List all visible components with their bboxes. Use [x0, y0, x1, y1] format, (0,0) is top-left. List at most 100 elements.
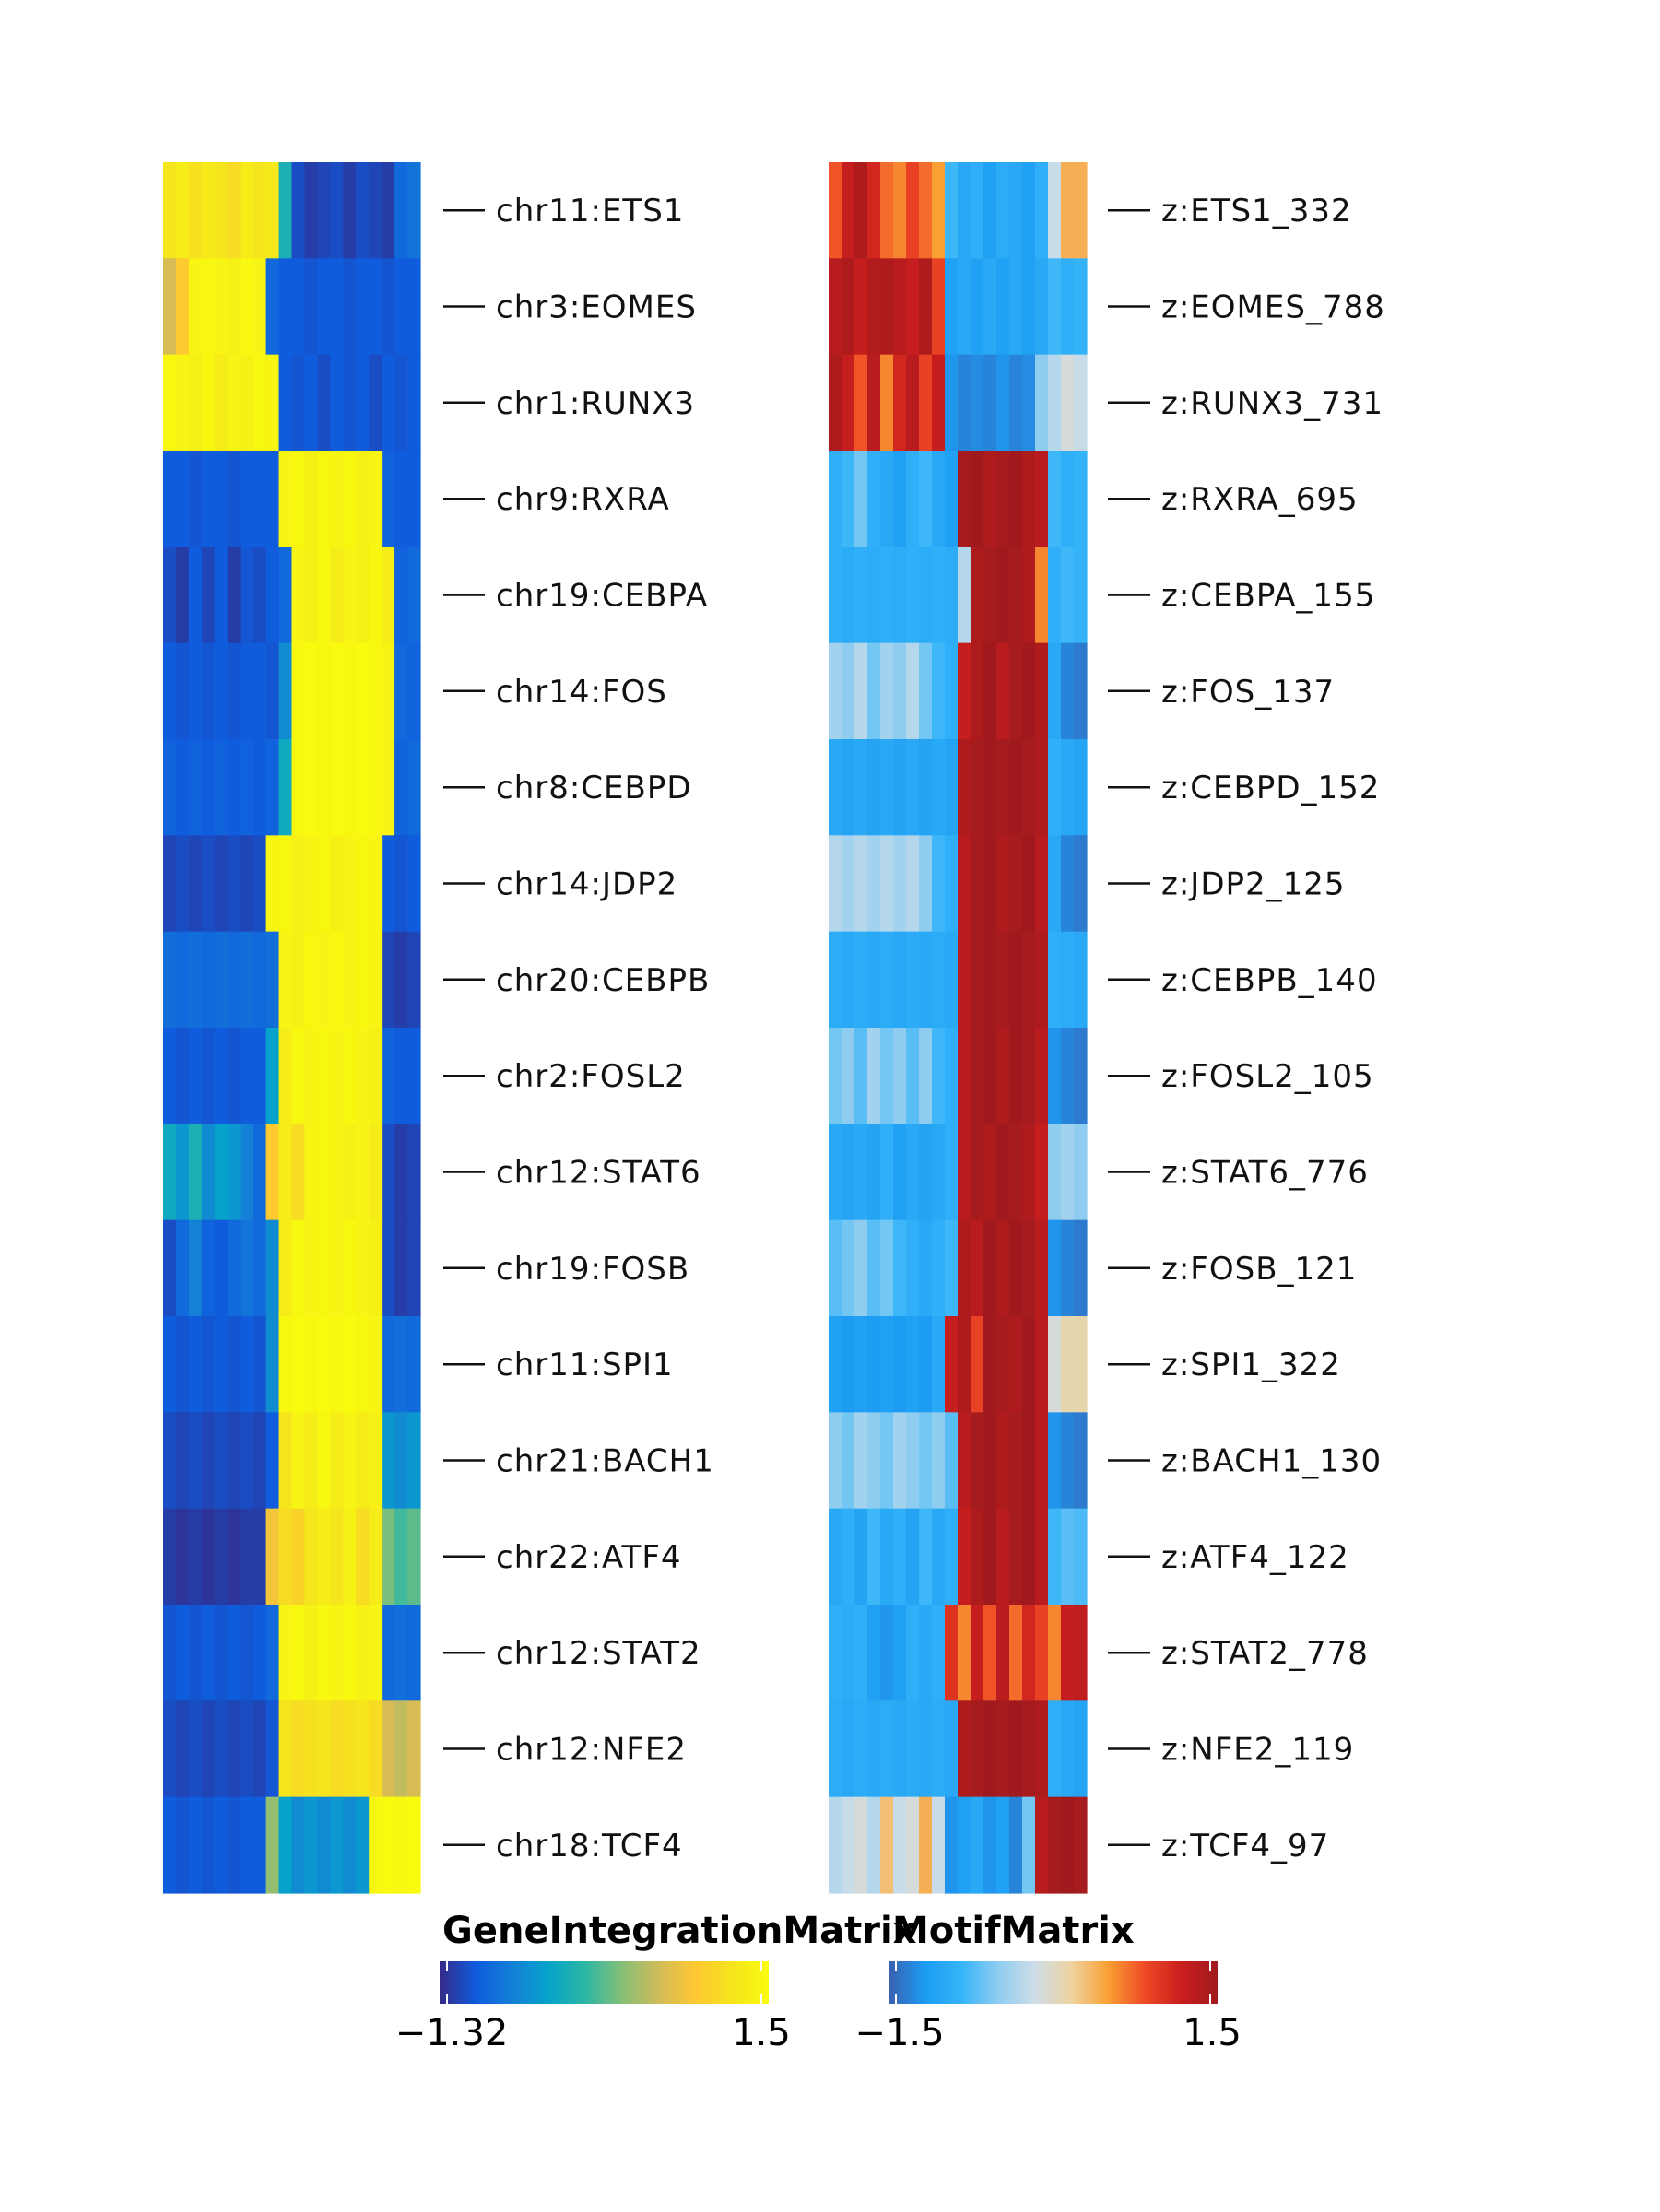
gene-integration-cell: [240, 1508, 254, 1606]
motif-row-label: z:EOMES_788: [1161, 289, 1385, 326]
motif-cell: [880, 258, 894, 356]
motif-cell: [958, 258, 971, 356]
motif-cell: [867, 1796, 881, 1894]
motif-cell: [1035, 1028, 1049, 1124]
motif-cell: [919, 1605, 933, 1701]
gene-integration-cell: [317, 451, 331, 547]
motif-cell: [854, 1605, 868, 1701]
gene-integration-cell: [265, 1412, 280, 1510]
motif-cell: [958, 162, 971, 259]
gene-integration-cell: [201, 1605, 216, 1701]
gene-integration-cell: [265, 835, 280, 933]
gene-integration-cell: [382, 1796, 395, 1894]
motif-cell: [842, 1700, 855, 1798]
gene-integration-cell: [214, 1412, 229, 1510]
gene-integration-cell: [291, 1412, 306, 1510]
motif-row-label: z:NFE2_119: [1161, 1732, 1354, 1769]
motif-cell: [1022, 835, 1036, 933]
motif-cell: [829, 1124, 842, 1221]
gene-integration-cell: [291, 1316, 306, 1413]
gene-integration-cell: [330, 835, 344, 933]
gene-integration-cell: [394, 835, 408, 933]
gene-integration-cell: [304, 162, 318, 259]
gene-integration-cell: [343, 354, 357, 452]
motif-cell: [1022, 642, 1036, 740]
motif-cell: [932, 1124, 946, 1221]
motif-cell: [1074, 162, 1088, 259]
motif-cell: [1048, 1796, 1062, 1894]
motif-cell: [906, 835, 920, 933]
gene-integration-cell: [291, 739, 306, 836]
motif-cell: [958, 1316, 971, 1413]
gene-integration-cell: [265, 354, 280, 452]
motif-cell: [867, 1508, 881, 1606]
gene-integration-row-label: chr14:JDP2: [496, 866, 677, 903]
motif-cell: [945, 1412, 959, 1510]
gene-integration-cell: [214, 1028, 229, 1124]
gene-integration-cell: [382, 835, 395, 933]
gene-integration-cell: [343, 1796, 357, 1894]
gene-integration-cell: [227, 1508, 241, 1606]
motif-cell: [1009, 835, 1023, 933]
gene-integration-cell: [227, 354, 241, 452]
motif-cell: [945, 1028, 959, 1124]
motif-cell: [829, 642, 842, 740]
motif-cell: [1048, 451, 1062, 547]
motif-cell: [983, 258, 997, 356]
motif-row-label: z:SPI1_322: [1161, 1347, 1341, 1383]
motif-cell: [1074, 1124, 1088, 1221]
motif-cell: [842, 354, 855, 452]
gene-integration-cell: [407, 739, 421, 836]
motif-cell: [1074, 1508, 1088, 1606]
gene-integration-cell: [291, 1796, 306, 1894]
motif-cell: [996, 1412, 1010, 1510]
motif-cell: [1022, 1796, 1036, 1894]
gene-integration-cell: [175, 1700, 190, 1798]
gene-integration-cell: [278, 1796, 293, 1894]
gene-integration-cell: [227, 1796, 241, 1894]
motif-cell: [932, 1219, 946, 1317]
gene-integration-cell: [356, 642, 370, 740]
motif-colorbar-title: MotifMatrix: [892, 1910, 1135, 1952]
motif-cell: [867, 1219, 881, 1317]
motif-cell: [842, 1796, 855, 1894]
gene-integration-cell: [163, 642, 177, 740]
gene-integration-cell: [188, 1796, 203, 1894]
gene-integration-cell: [188, 1316, 203, 1413]
motif-cell: [1048, 1124, 1062, 1221]
gene-integration-row-label: chr11:SPI1: [496, 1347, 674, 1383]
gene-integration-cell: [278, 1605, 293, 1701]
motif-cell: [1074, 931, 1088, 1029]
gene-integration-cell: [407, 354, 421, 452]
gene-integration-cell: [240, 1316, 254, 1413]
motif-cell: [1061, 1124, 1075, 1221]
gene-integration-cell: [227, 451, 241, 547]
motif-row-label: z:RUNX3_731: [1161, 385, 1383, 422]
motif-cell: [854, 1412, 868, 1510]
gene-integration-cell: [317, 1508, 331, 1606]
motif-cell: [867, 1028, 881, 1124]
gene-integration-cell: [253, 451, 267, 547]
gene-integration-cell: [356, 1796, 370, 1894]
gene-integration-cell: [356, 931, 370, 1029]
gene-integration-cell: [317, 1412, 331, 1510]
motif-cell: [932, 1700, 946, 1798]
motif-row-label: z:CEBPA_155: [1161, 578, 1375, 615]
motif-cell: [842, 642, 855, 740]
gene-integration-row-label: chr12:STAT2: [496, 1635, 701, 1672]
motif-cell: [1035, 1124, 1049, 1221]
gene-integration-cell: [175, 354, 190, 452]
motif-cell: [945, 1700, 959, 1798]
motif-cell: [958, 1700, 971, 1798]
motif-cell: [1074, 1796, 1088, 1894]
gene-integration-cell: [304, 739, 318, 836]
gene-integration-cell: [317, 1796, 331, 1894]
gene-integration-cell: [407, 1700, 421, 1798]
gene-integration-cell: [188, 1124, 203, 1221]
motif-cell: [854, 1028, 868, 1124]
gene-integration-row-label: chr18:TCF4: [496, 1828, 683, 1865]
gene-integration-cell: [317, 739, 331, 836]
motif-cell: [971, 739, 984, 836]
motif-cell: [829, 1700, 842, 1798]
gene-integration-cell: [265, 547, 280, 644]
